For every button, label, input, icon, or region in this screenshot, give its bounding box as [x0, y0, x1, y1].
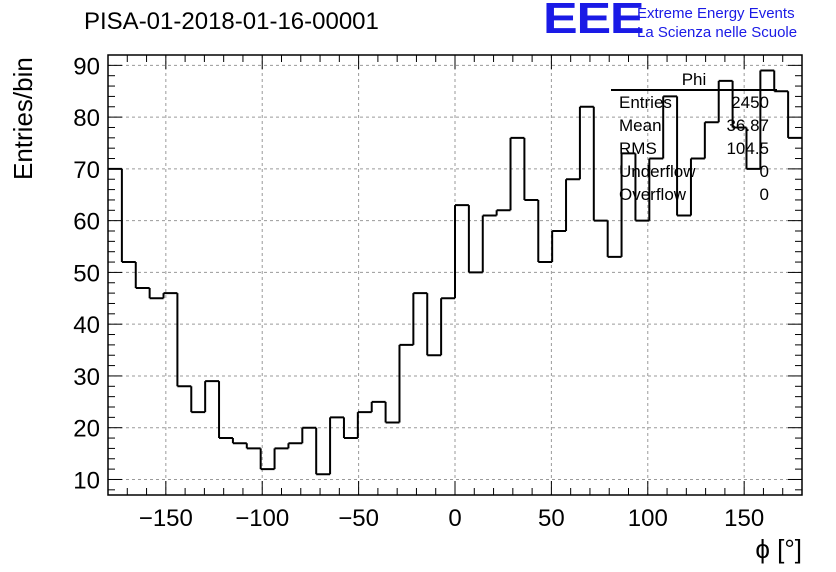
stats-row-underflow: Underflow 0 [619, 162, 769, 184]
histogram-bin [148, 287, 164, 300]
histogram-bin [634, 153, 650, 222]
histogram-bin [662, 95, 678, 159]
stats-value: 0 [759, 185, 769, 204]
stats-key: RMS [619, 139, 657, 158]
grid-lines [108, 55, 802, 495]
histogram-bin [356, 411, 372, 439]
histogram-bin [384, 401, 400, 424]
stats-key: Underflow [619, 162, 696, 181]
stats-divider [611, 89, 777, 91]
x-tick-label: −100 [235, 505, 289, 532]
stats-title: Phi [681, 70, 707, 89]
y-tick-label: 40 [73, 312, 100, 339]
histogram-bin [231, 438, 247, 445]
y-tick-label: 10 [73, 467, 100, 494]
histogram-bin [787, 91, 802, 139]
histogram-bin [481, 214, 497, 273]
histogram-bin [301, 426, 317, 444]
x-axis-label: ϕ [°] [755, 534, 802, 564]
x-tick-label: 50 [538, 505, 565, 532]
histogram-bin [620, 152, 636, 257]
stats-value: 2450 [731, 93, 769, 112]
histogram-bin [606, 220, 622, 258]
histogram-bin [287, 442, 303, 449]
histogram-bin [523, 137, 539, 201]
histogram-bin [537, 199, 553, 264]
chart-title: PISA-01-2018-01-16-00001 [84, 8, 379, 35]
stats-value: 36.87 [726, 116, 769, 135]
histogram-bin [648, 157, 664, 221]
x-tick-label: 100 [628, 505, 668, 532]
histogram-bin [467, 205, 483, 274]
stats-value: 104.5 [726, 139, 769, 158]
histogram-bin [440, 297, 455, 356]
histogram-bin [342, 417, 358, 440]
stats-key: Entries [619, 93, 672, 112]
tick-labels: −150 −100 −50 0 50 100 150 10 20 30 40 50 60 70 80 90 [73, 53, 764, 532]
histogram-bin [509, 136, 525, 211]
histogram-bin [592, 106, 608, 222]
histogram-bin [773, 70, 789, 93]
axis-ticks [108, 54, 802, 495]
histogram-bin [426, 293, 442, 357]
stats-value: 0 [759, 162, 769, 181]
histogram-bin [551, 230, 567, 263]
histogram-bin [676, 96, 691, 217]
histogram-bin [176, 293, 192, 388]
stats-row-rms: RMS 104.5 [619, 139, 769, 161]
y-tick-label: 60 [73, 209, 100, 236]
histogram-bin [565, 178, 580, 231]
stats-row-entries: Entries 2450 [619, 93, 769, 115]
stats-row-overflow: Overflow 0 [619, 185, 769, 207]
histogram-bin [370, 400, 386, 413]
histogram-bin [759, 69, 775, 169]
logo-caption-line1: Extreme Energy Events [637, 5, 795, 22]
histogram-bin [218, 381, 233, 440]
histogram-bin [245, 443, 261, 450]
logo-caption-line2: La Scienza nelle Scuole [637, 24, 798, 41]
y-tick-label: 90 [73, 53, 100, 80]
histogram-bin [717, 79, 733, 123]
histogram-bin [134, 262, 150, 289]
histogram-bin [259, 448, 275, 471]
stats-row-mean: Mean 36.87 [619, 116, 769, 138]
histogram-bin [495, 209, 511, 216]
histogram-bin [398, 343, 414, 423]
histogram-bin [703, 121, 719, 159]
histogram-bin [731, 80, 747, 129]
y-tick-label: 20 [73, 416, 100, 443]
y-tick-label: 80 [73, 105, 100, 132]
histogram-bin [412, 292, 428, 345]
histogram-bin [329, 416, 344, 475]
y-tick-label: 50 [73, 260, 100, 287]
histogram-bin [273, 447, 289, 470]
stats-key: Overflow [619, 185, 687, 204]
y-tick-label: 30 [73, 364, 100, 391]
x-tick-label: −50 [338, 505, 379, 532]
histogram-bin [315, 427, 331, 476]
histogram-bins [108, 69, 802, 476]
eee-logo: EEE [543, 0, 645, 43]
histogram-bin [578, 105, 594, 180]
histogram-bin [454, 204, 469, 299]
histogram-bin [745, 127, 761, 170]
x-tick-label: 0 [448, 505, 461, 532]
histogram-bin [190, 386, 206, 414]
histogram-bin [689, 157, 705, 216]
histogram-bin [162, 292, 178, 299]
stats-key: Mean [619, 116, 662, 135]
histogram-bin [120, 168, 136, 264]
x-tick-label: 150 [724, 505, 764, 532]
y-axis-label: Entries/bin [8, 57, 38, 180]
y-tick-label: 70 [73, 157, 100, 184]
histogram-bin [204, 380, 220, 413]
x-tick-label: −150 [139, 505, 193, 532]
